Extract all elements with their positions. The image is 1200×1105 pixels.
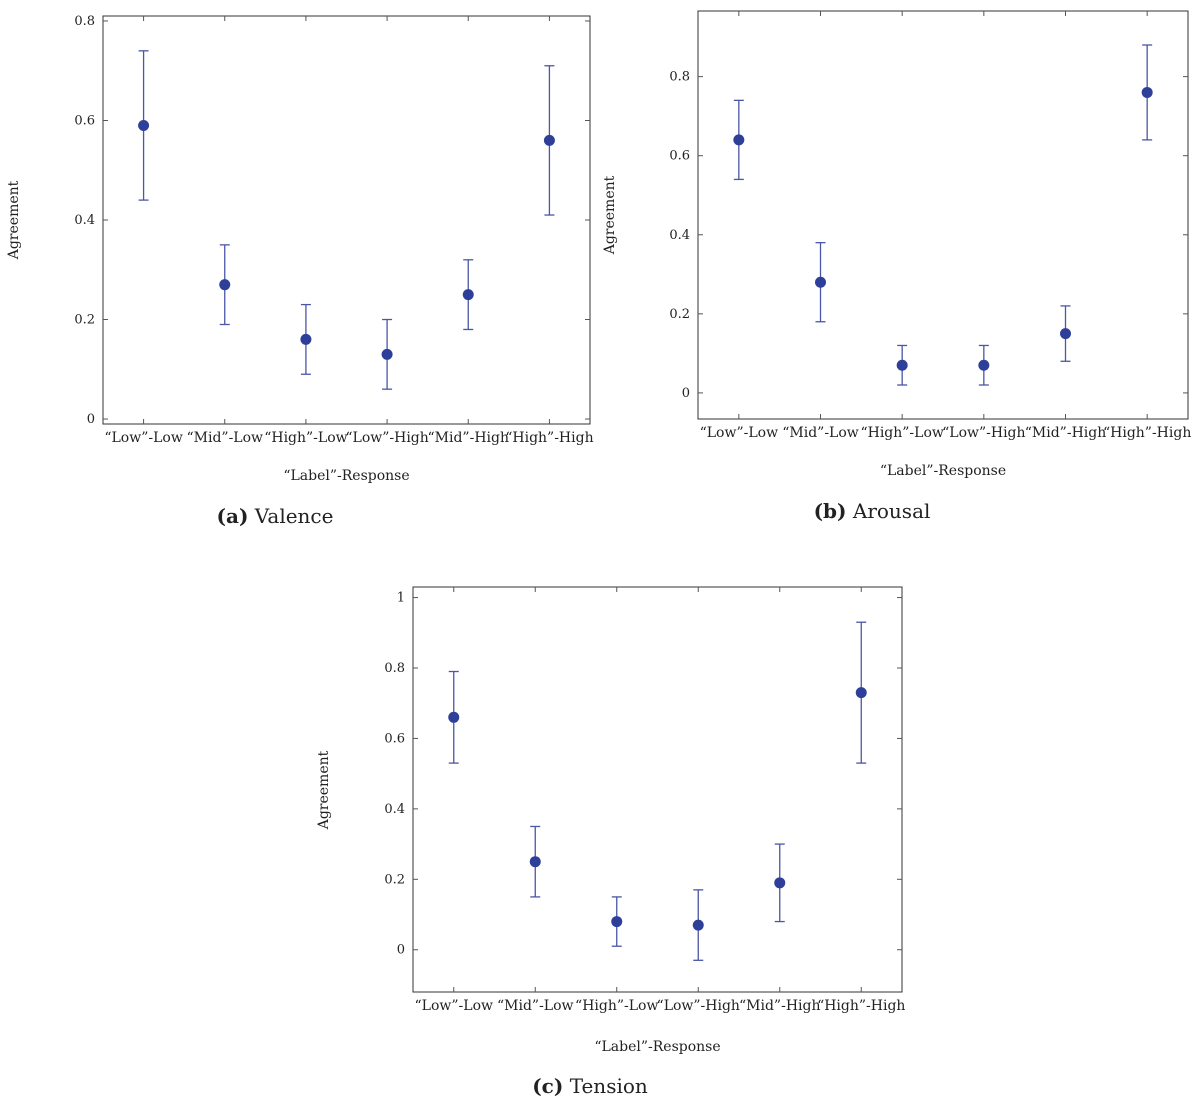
- x-category-label: “Low”-High: [345, 430, 428, 446]
- chart-panel-2: 0 0.2 0.4 0.6 0.8 “Low”-Low “Mid”-Low “High”-Lo…: [602, 10, 1191, 523]
- panel-caption: (b) Arousal: [814, 499, 931, 523]
- x-category-label: “High”-High: [817, 998, 905, 1014]
- y-tick-label: 0.2: [384, 872, 405, 887]
- plot-frame: [102, 15, 591, 425]
- panel-caption-label: (b): [814, 499, 847, 523]
- y-tick-label: 0.4: [74, 213, 95, 228]
- x-category-label: “Low”-High: [657, 998, 740, 1014]
- y-tick-label: 0.4: [669, 228, 690, 243]
- x-category-label: “Low”-Low: [104, 430, 182, 446]
- data-point: [138, 119, 150, 131]
- y-tick-label: 1: [397, 591, 405, 606]
- y-tick-label: 0.6: [74, 113, 95, 128]
- y-tick-label: 0.2: [74, 313, 95, 328]
- panel-caption-title: Valence: [254, 504, 334, 528]
- data-point: [815, 276, 826, 288]
- data-point: [381, 348, 393, 360]
- y-tick-label: 0.6: [384, 731, 405, 746]
- x-category-label: “Mid”-High: [428, 430, 509, 446]
- x-category-label: “Low”-Low: [415, 998, 493, 1014]
- y-tick-label: 0.8: [669, 70, 690, 85]
- y-tick-label: 0: [397, 943, 405, 958]
- data-point: [462, 289, 474, 301]
- data-point: [543, 134, 555, 146]
- x-axis-label: “Label”-Response: [283, 468, 409, 484]
- data-point: [896, 359, 908, 371]
- data-point: [529, 856, 541, 868]
- x-category-label: “Low”-Low: [700, 425, 778, 441]
- y-axis-label: Agreement: [602, 175, 618, 255]
- x-category-label: “Mid”-Low: [497, 998, 574, 1014]
- y-tick-label: 0.8: [74, 14, 95, 29]
- y-tick-label: 0.4: [384, 802, 405, 817]
- plot-frame: [412, 586, 903, 993]
- x-category-label: “High”-High: [1103, 425, 1191, 441]
- x-axis-label: “Label”-Response: [594, 1039, 720, 1055]
- x-category-label: “High”-Low: [575, 998, 658, 1014]
- panel-caption: (c) Tension: [532, 1074, 648, 1098]
- x-category-label: “Mid”-Low: [186, 430, 263, 446]
- data-point: [692, 919, 704, 931]
- y-tick-label: 0: [682, 386, 690, 401]
- data-point: [774, 877, 786, 889]
- data-point: [733, 134, 745, 146]
- x-axis-label: “Label”-Response: [880, 463, 1006, 479]
- x-category-label: “High”-Low: [264, 430, 347, 446]
- y-tick-label: 0.6: [669, 149, 690, 164]
- y-tick-label: 0.8: [384, 661, 405, 676]
- panel-caption: (a) Valence: [217, 504, 334, 528]
- x-category-label: “High”-High: [505, 430, 593, 446]
- data-point: [611, 916, 623, 928]
- x-category-label: “Low”-High: [942, 425, 1025, 441]
- data-point: [448, 711, 460, 723]
- chart-panel-3: 0 0.2 0.4 0.6 0.8 1 “Low”-Low “Mid”-Low “High”-L…: [316, 586, 905, 1098]
- data-point: [219, 279, 231, 291]
- data-point: [1060, 328, 1071, 340]
- panel-caption-label: (a): [217, 504, 249, 528]
- data-point: [300, 333, 312, 345]
- chart-panel-1: 0 0.2 0.4 0.6 0.8 “Low”-Low “Mid”-Low “High”-Lo…: [6, 14, 594, 528]
- x-category-label: “Mid”-Low: [782, 425, 859, 441]
- data-point: [978, 359, 990, 371]
- x-category-label: “Mid”-High: [1025, 425, 1106, 441]
- x-category-label: “High”-Low: [860, 425, 943, 441]
- panel-caption-title: Arousal: [852, 499, 931, 523]
- y-axis-label: Agreement: [6, 180, 22, 260]
- panel-caption-title: Tension: [570, 1074, 648, 1098]
- y-axis-label: Agreement: [316, 750, 332, 830]
- panel-caption-label: (c): [532, 1074, 563, 1098]
- plot-frame: [697, 10, 1189, 420]
- x-category-label: “Mid”-High: [739, 998, 820, 1014]
- y-tick-label: 0.2: [669, 307, 690, 322]
- data-point: [855, 687, 867, 699]
- data-point: [1141, 86, 1153, 98]
- y-tick-label: 0: [87, 412, 95, 427]
